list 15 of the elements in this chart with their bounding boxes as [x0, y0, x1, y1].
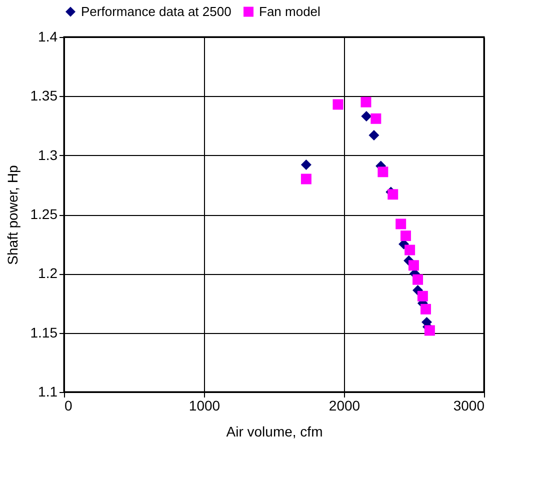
x-tick-label: 2000	[328, 398, 360, 414]
y-tick-label: 1.1	[38, 384, 58, 400]
y-axis-title: Shaft power, Hp	[4, 164, 20, 265]
y-tick-label: 1.25	[30, 206, 58, 222]
y-tick-label: 1.35	[30, 88, 58, 104]
x-axis-title: Air volume, cfm	[226, 424, 323, 440]
y-tick-label: 1.2	[38, 265, 58, 282]
x-tick-label: 3000	[453, 398, 485, 414]
y-tick-label: 1.15	[30, 324, 58, 340]
x-tick-label: 1000	[188, 398, 220, 414]
y-tick-label: 1.4	[38, 28, 58, 44]
y-tick-label: 1.3	[38, 146, 58, 163]
legend-label: Fan model	[259, 4, 321, 19]
x-tick-label: 0	[64, 398, 72, 414]
legend-label: Performance data at 2500	[81, 4, 232, 19]
